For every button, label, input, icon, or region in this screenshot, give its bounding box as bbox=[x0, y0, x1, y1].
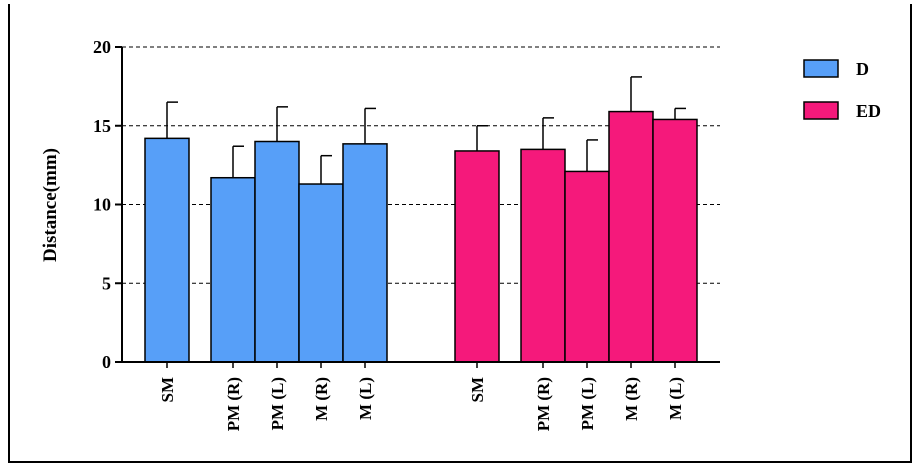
y-tick-label: 20 bbox=[93, 37, 111, 57]
legend: D ED bbox=[803, 59, 881, 121]
legend-swatch bbox=[803, 101, 839, 120]
x-tick-label: SM bbox=[158, 377, 177, 403]
x-tick-label: M (L) bbox=[356, 377, 375, 420]
axes: SM PM (R) PM (L) M (R) M (L) SM PM (R) PM (L) M … bbox=[93, 37, 720, 431]
figure-frame bbox=[8, 4, 912, 463]
x-tick-label: PM (L) bbox=[268, 377, 287, 430]
x-tick-label: M (L) bbox=[666, 377, 685, 420]
bar bbox=[342, 143, 388, 363]
y-axis-label: Distance(mm) bbox=[40, 148, 61, 262]
y-tick-label: 5 bbox=[102, 273, 111, 293]
legend-swatch bbox=[803, 59, 839, 78]
y-tick-label: 10 bbox=[93, 195, 111, 215]
x-tick-label: M (R) bbox=[312, 377, 331, 421]
bar bbox=[298, 183, 344, 363]
bar bbox=[254, 140, 300, 363]
bar bbox=[454, 150, 500, 363]
x-tick-label: M (R) bbox=[622, 377, 641, 421]
x-tick-label: SM bbox=[468, 377, 487, 403]
legend-label: ED bbox=[856, 101, 881, 121]
y-tick-label: 15 bbox=[93, 116, 111, 136]
x-tick-label: PM (R) bbox=[224, 377, 243, 431]
bar bbox=[608, 110, 654, 363]
bar bbox=[564, 170, 610, 363]
y-tick-label: 0 bbox=[102, 352, 111, 372]
bar bbox=[520, 148, 566, 363]
bar bbox=[144, 137, 190, 363]
x-tick-label: PM (L) bbox=[578, 377, 597, 430]
bar bbox=[210, 176, 256, 363]
bar bbox=[652, 118, 698, 363]
x-tick-label: PM (R) bbox=[534, 377, 553, 431]
bars-layer bbox=[144, 76, 698, 363]
legend-label: D bbox=[856, 59, 869, 79]
